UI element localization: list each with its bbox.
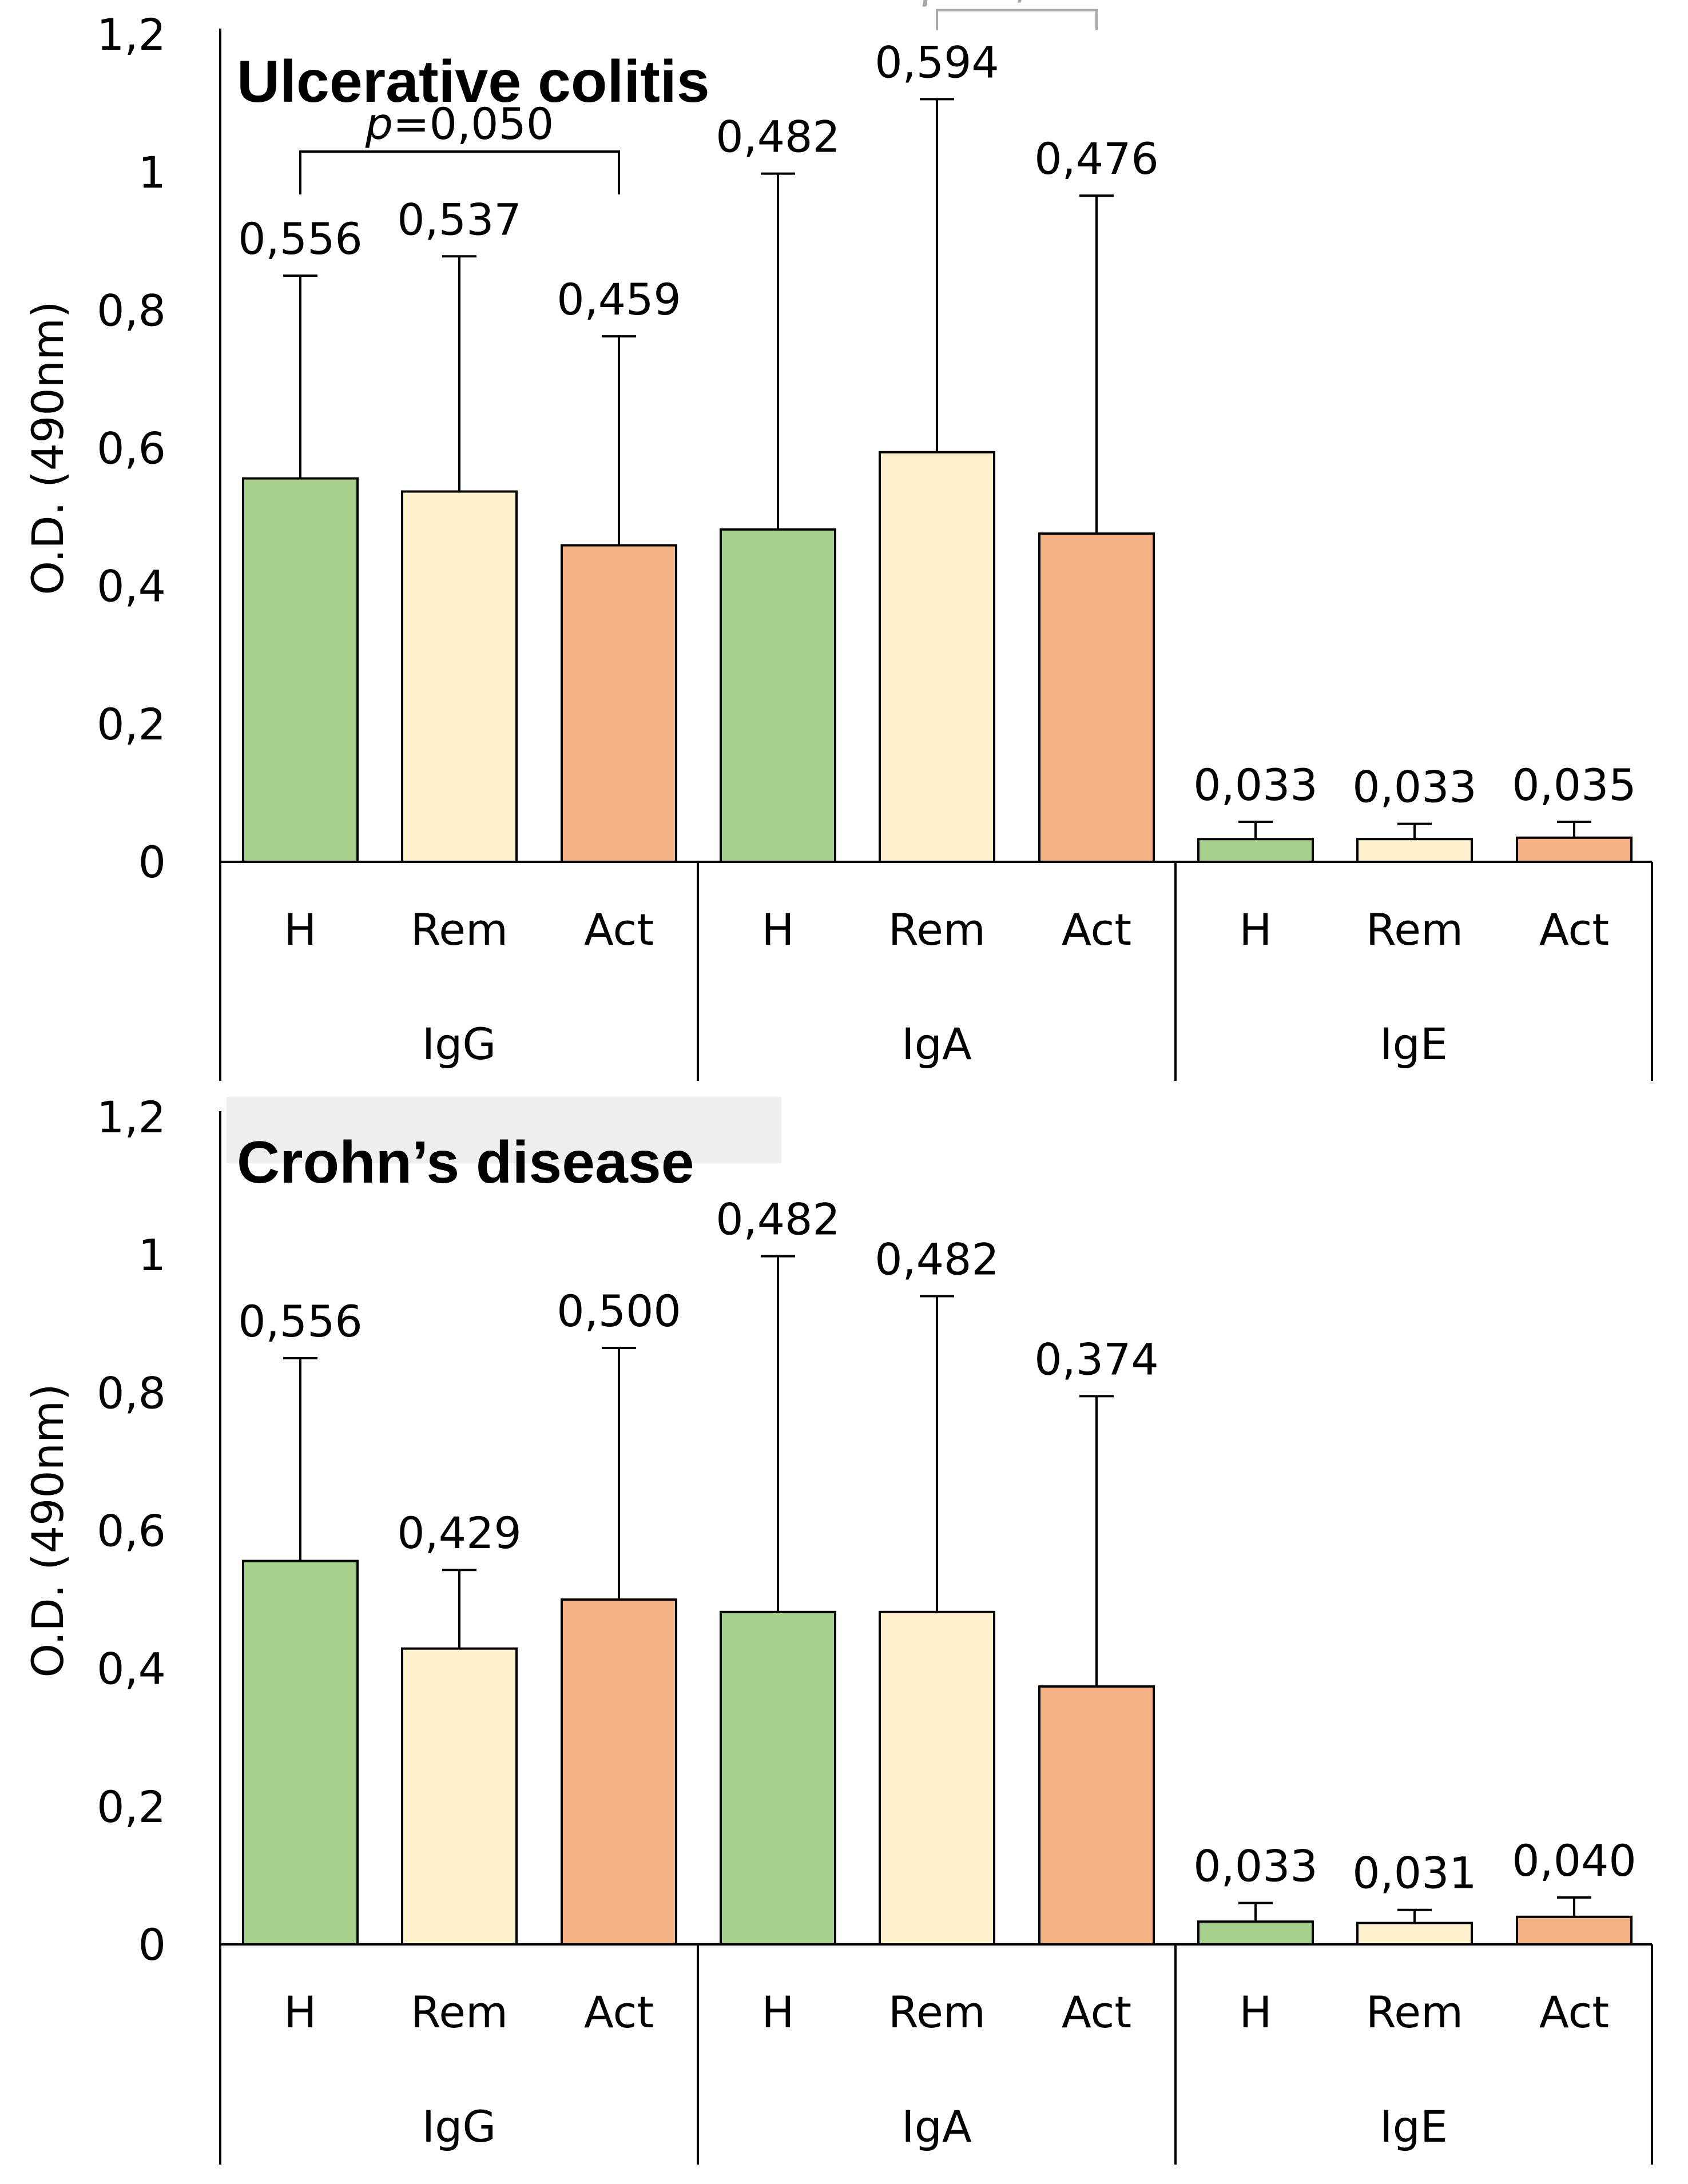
category-label: H <box>761 1987 794 2038</box>
significance-bracket <box>936 9 1098 30</box>
bar-IgG-Act <box>561 1598 677 1946</box>
bar-IgA-Act <box>1038 532 1155 863</box>
bar-IgG-H <box>242 1560 359 1946</box>
data-label: 0,482 <box>875 1234 999 1285</box>
chart-panel-1: Ulcerative colitis 0 0,2 0,4 0,6 0,8 1 1,2 O.D. … <box>22 0 1653 1081</box>
data-label: 0,459 <box>557 274 681 325</box>
bar-IgE-H <box>1197 1920 1314 1946</box>
bar-IgG-H <box>242 477 359 863</box>
y-axis-label: O.D. (490nm) <box>22 1383 73 1677</box>
category-label: Rem <box>1366 904 1463 955</box>
group-label: IgE <box>1380 1019 1448 1069</box>
group-label: IgG <box>422 2101 497 2152</box>
y-tick-label: 0 <box>138 837 166 888</box>
data-label: 0,374 <box>1034 1334 1159 1385</box>
data-label: 0,033 <box>1193 1841 1318 1892</box>
y-axis-label: O.D. (490nm) <box>22 301 73 595</box>
data-label: 0,035 <box>1512 759 1637 810</box>
category-label: H <box>284 904 316 955</box>
y-tick-label: 0,8 <box>97 285 166 336</box>
data-label: 0,476 <box>1034 133 1159 184</box>
significance-label: p=0,094 <box>922 0 1111 8</box>
data-label: 0,040 <box>1512 1835 1637 1886</box>
data-label: 0,031 <box>1352 1848 1477 1899</box>
category-label: H <box>1239 1987 1272 2038</box>
data-label: 0,482 <box>716 1194 840 1245</box>
group-label: IgE <box>1380 2101 1448 2152</box>
significance-label: p=0,050 <box>365 98 554 149</box>
data-label: 0,500 <box>557 1286 681 1336</box>
bar-IgE-Rem <box>1356 1922 1473 1946</box>
y-tick-label: 0,2 <box>97 699 166 750</box>
data-label: 0,033 <box>1193 759 1318 810</box>
bar-IgE-Rem <box>1356 838 1473 864</box>
y-tick-label: 0,4 <box>97 1644 166 1694</box>
bar-IgA-Rem <box>879 1610 995 1946</box>
significance-bracket <box>299 150 620 194</box>
category-label: H <box>284 1987 316 2038</box>
y-tick-label: 0,4 <box>97 561 166 612</box>
bar-IgA-Act <box>1038 1685 1155 1946</box>
bar-IgE-H <box>1197 838 1314 864</box>
bar-IgE-Act <box>1516 836 1633 863</box>
data-label: 0,556 <box>238 213 363 264</box>
y-tick-label: 0 <box>138 1919 166 1970</box>
y-tick-label: 1,2 <box>97 9 166 60</box>
bar-IgG-Act <box>561 544 677 863</box>
group-label: IgA <box>901 1019 972 1069</box>
category-label: Act <box>584 1987 654 2038</box>
data-label: 0,594 <box>875 37 999 87</box>
bar-IgA-H <box>720 1610 836 1946</box>
y-tick-label: 0,6 <box>97 423 166 474</box>
category-label: Rem <box>411 904 508 955</box>
y-tick-label: 1 <box>138 147 166 198</box>
group-label: IgG <box>422 1019 497 1069</box>
chart-title: Crohn’s disease <box>237 1129 694 1196</box>
chart-panel-2: Crohn’s disease 0 0,2 0,4 0,6 0,8 1 1,2 O.D. (49… <box>22 1092 1653 2165</box>
category-label: H <box>761 904 794 955</box>
category-label: H <box>1239 904 1272 955</box>
category-label: Rem <box>888 904 986 955</box>
y-tick-label: 0,6 <box>97 1506 166 1557</box>
chart-title: Ulcerative colitis <box>237 49 710 115</box>
category-label: Act <box>1539 904 1609 955</box>
category-label: Act <box>1539 1987 1609 2038</box>
bar-IgA-Rem <box>879 451 995 863</box>
bar-IgG-Rem <box>401 490 518 863</box>
y-tick-label: 1,2 <box>97 1092 166 1143</box>
y-tick-label: 0,8 <box>97 1367 166 1418</box>
category-label: Act <box>584 904 654 955</box>
data-label: 0,429 <box>397 1507 522 1558</box>
data-label: 0,033 <box>1352 762 1477 813</box>
bar-IgE-Act <box>1516 1915 1633 1946</box>
group-label: IgA <box>901 2101 972 2152</box>
y-tick-label: 0,2 <box>97 1781 166 1832</box>
bar-IgG-Rem <box>401 1647 518 1946</box>
category-label: Act <box>1062 904 1131 955</box>
y-tick-label: 1 <box>138 1230 166 1280</box>
data-label: 0,556 <box>238 1296 363 1347</box>
category-label: Rem <box>411 1987 508 2038</box>
data-label: 0,537 <box>397 194 522 245</box>
category-label: Rem <box>888 1987 986 2038</box>
bar-IgA-H <box>720 528 836 863</box>
data-label: 0,482 <box>716 112 840 162</box>
title-background <box>227 1097 781 1163</box>
category-label: Rem <box>1366 1987 1463 2038</box>
category-label: Act <box>1062 1987 1131 2038</box>
